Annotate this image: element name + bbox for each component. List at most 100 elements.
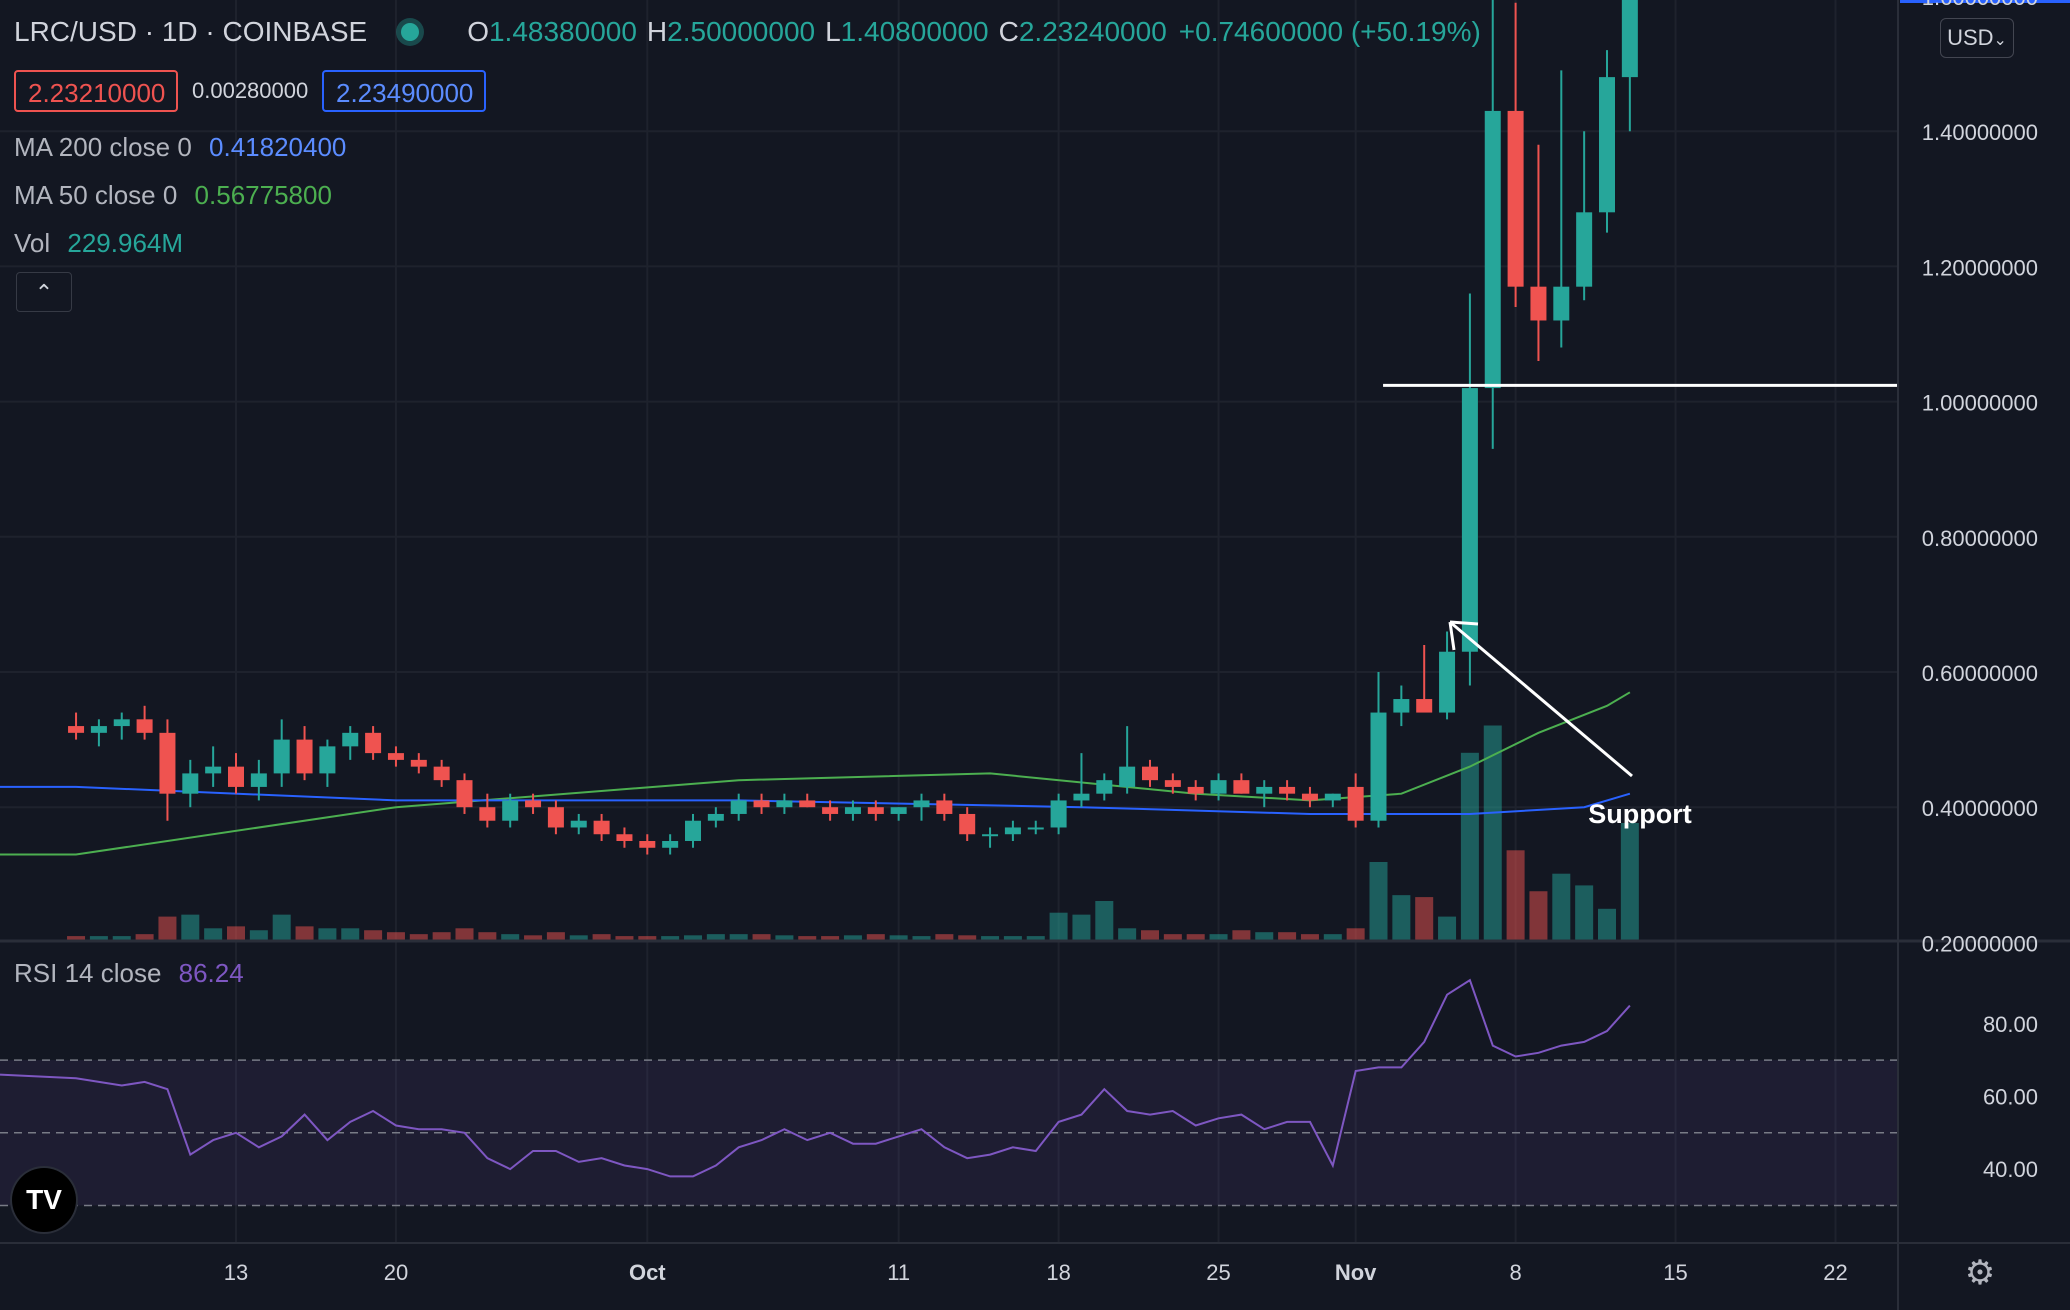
volume-bar [478,932,497,940]
candle-body [319,746,336,774]
candle-body [913,800,930,808]
time-tick-label: 18 [1046,1260,1070,1285]
price-tick-label: 1.20000000 [1922,255,2038,280]
ma50-legend[interactable]: MA 50 close 0 0.56775800 [14,180,332,211]
interval[interactable]: 1D [161,16,198,47]
volume-bar [1163,934,1182,940]
currency-button[interactable]: USD⌄ [1940,18,2014,58]
rsi-value: 86.24 [178,958,244,988]
candle-body [479,807,496,821]
volume-bar [1118,928,1137,940]
tradingview-logo[interactable]: TV [12,1168,76,1232]
support-arrow-shaft [1449,620,1633,778]
volume-bar [1300,934,1319,940]
candle-body [707,813,724,821]
rsi-label: RSI 14 close [14,958,162,988]
candle-body [1599,77,1615,213]
volume-bar [501,934,520,940]
support-arrow-head [1448,620,1479,651]
chevron-down-icon: ⌄ [1993,32,2007,49]
volume-bar [1141,930,1159,940]
separator: · [136,16,162,47]
price-tick-label: 1.00000000 [1922,391,2038,416]
candle-body [410,759,427,767]
volume-bar [1598,908,1616,940]
collapse-legend-button[interactable]: ⌃ [16,272,72,312]
candle-body [1553,286,1570,321]
volume-bar [318,928,337,940]
time-tick-label: Oct [629,1260,666,1285]
candle-body [570,820,587,828]
time-tick-label: 20 [384,1260,408,1285]
rsi-tick-label: 60.00 [1983,1084,2038,1109]
candle-body [867,807,884,814]
volume-bar [409,934,428,940]
volume-bar [204,928,223,940]
ma200-value: 0.41820400 [209,132,347,162]
candle-body [228,766,244,787]
ma200-label: MA 200 close 0 [14,132,192,162]
candle-body [159,732,176,794]
candle-body [685,820,701,841]
candle-body [1164,780,1181,787]
volume-value: 229.964M [67,228,184,258]
candle-body [433,766,450,781]
volume-bar [546,932,565,940]
volume-bar [958,935,977,940]
price-tick-label: 0.80000000 [1922,526,2038,551]
change-value: +0.74600000 (+50.19%) [1178,16,1481,47]
rsi-line [0,978,1631,1178]
volume-bar [1186,934,1205,940]
volume-bar [1095,901,1114,940]
candle-body [616,834,633,841]
candle-body [822,807,839,814]
candle-body [1484,110,1501,389]
volume-bar [706,934,725,940]
candle-body [1621,0,1638,78]
volume-bar [67,936,86,940]
ma50-value: 0.56775800 [194,180,332,210]
close-value: 2.23240000 [1018,16,1167,47]
volume-bar [1529,891,1548,940]
candle-body [1050,800,1067,828]
candle-body [1393,699,1410,713]
time-tick-label: 15 [1663,1260,1687,1285]
candle-body [1461,388,1478,652]
volume-bar [1278,932,1297,940]
volume-bar [1620,823,1639,940]
candle-body [1142,766,1158,781]
candle-body [1576,212,1593,287]
volume-bar [1209,934,1228,940]
volume-bar [89,936,108,940]
volume-bar [386,932,405,940]
candle-body [1507,110,1524,287]
gear-icon[interactable]: ⚙ [1964,1254,1996,1292]
close-label: C [998,16,1019,47]
candle-body [639,841,656,848]
symbol-name[interactable]: LRC/USD [14,16,137,47]
volume-bar [1232,930,1251,940]
sell-price-button[interactable]: 2.23210000 [14,70,178,112]
candle-body [1301,793,1318,801]
rsi-legend[interactable]: RSI 14 close 86.24 [14,958,244,989]
buy-price-button[interactable]: 2.23490000 [322,70,486,112]
rsi-band [0,1060,1897,1206]
candle-body [273,739,290,774]
rsi-tick-label: 40.00 [1983,1157,2038,1182]
candle-body [113,719,130,727]
volume-bar [1003,936,1022,940]
candle-body [342,732,359,747]
volume-bar [112,936,131,940]
volume-bar [295,926,314,940]
volume-bar [272,914,291,940]
time-tick-label: 22 [1823,1260,1847,1285]
volume-bar [775,935,794,940]
price-tick-label: 0.40000000 [1922,796,2038,821]
time-tick-label: Nov [1335,1260,1377,1285]
ma200-legend[interactable]: MA 200 close 0 0.41820400 [14,132,346,163]
volume-legend[interactable]: Vol 229.964M [14,228,183,259]
candle-body [1233,780,1250,794]
volume-bar [524,935,543,940]
candle-body [1073,793,1090,801]
